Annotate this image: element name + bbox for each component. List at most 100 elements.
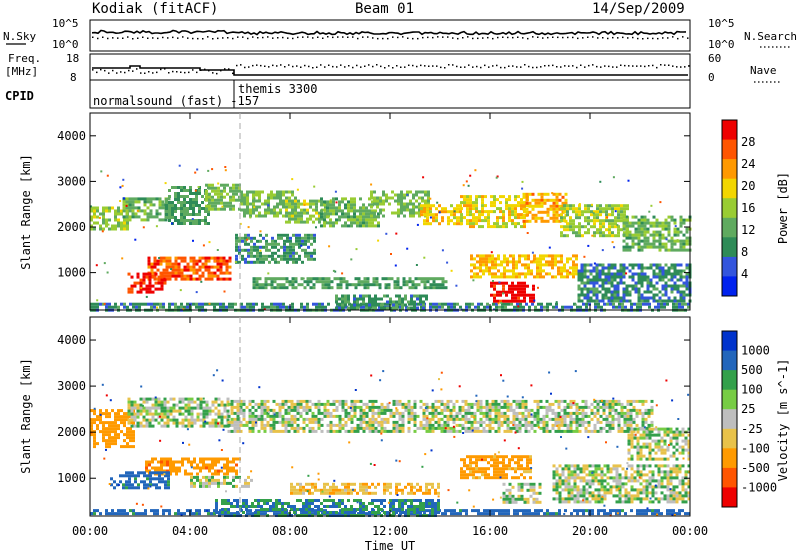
heatmap-cell (160, 406, 164, 410)
heatmap-cell (564, 201, 568, 205)
heatmap-cell (308, 420, 312, 424)
heatmap-cell (539, 257, 542, 261)
heatmap-cell (117, 409, 120, 413)
heatmap-cell (605, 207, 608, 211)
heatmap-cell (654, 512, 657, 516)
nave-dot (104, 69, 106, 72)
heatmap-cell (413, 411, 417, 415)
heatmap-cell (628, 293, 632, 297)
heatmap-cell (208, 192, 211, 196)
heatmap-cell (247, 254, 250, 258)
heatmap-cell (114, 442, 117, 446)
heatmap-cell (168, 509, 171, 513)
heatmap-speck (313, 185, 316, 188)
heatmap-cell (525, 210, 529, 214)
heatmap-cell (390, 277, 394, 281)
heatmap-cell (586, 290, 590, 294)
heatmap-cell (292, 254, 295, 258)
heatmap-cell (105, 224, 108, 228)
heatmap-cell (320, 417, 324, 421)
heatmap-cell (278, 402, 282, 406)
heatmap-cell (549, 204, 553, 208)
heatmap-cell (421, 190, 424, 194)
heatmap-cell (148, 424, 152, 428)
heatmap-cell (281, 420, 285, 424)
heatmap-cell (382, 208, 385, 212)
heatmap-cell (468, 302, 471, 306)
heatmap-cell (670, 275, 674, 279)
heatmap-cell (362, 420, 366, 424)
heatmap-speck (224, 166, 227, 168)
nave-dot (508, 65, 510, 67)
heatmap-cell (514, 207, 517, 211)
heatmap-cell (345, 286, 349, 290)
heatmap-cell (685, 281, 689, 285)
heatmap-cell (495, 509, 498, 513)
heatmap-cell (502, 216, 505, 220)
noise-search-dot (452, 37, 454, 39)
heatmap-cell (679, 272, 683, 276)
nave-dot (172, 70, 174, 73)
heatmap-cell (609, 512, 612, 516)
heatmap-cell (467, 426, 471, 430)
heatmap-cell (168, 210, 171, 213)
heatmap-cell (165, 256, 169, 260)
heatmap-cell (161, 206, 165, 210)
noise-search-dot (417, 37, 419, 40)
heatmap-cell (563, 266, 566, 270)
heatmap-cell (379, 202, 382, 206)
heatmap-cell (260, 423, 264, 427)
heatmap-cell (414, 277, 418, 281)
heatmap-cell (566, 222, 569, 226)
heatmap-cell (411, 286, 415, 290)
heatmap-cell (285, 214, 288, 218)
heatmap-cell (174, 268, 178, 272)
heatmap-cell (625, 233, 629, 237)
heatmap-cell (604, 290, 608, 294)
heatmap-cell (491, 254, 494, 258)
heatmap-cell (177, 512, 180, 516)
heatmap-cell (484, 219, 487, 223)
heatmap-cell (255, 280, 259, 284)
heatmap-cell (205, 192, 208, 196)
heatmap-cell (570, 512, 573, 516)
heatmap-cell (190, 421, 194, 425)
heatmap-cell (180, 274, 184, 278)
heatmap-speck (465, 180, 468, 183)
heatmap-cell (429, 204, 432, 208)
heatmap-cell (435, 207, 438, 211)
heatmap-cell (303, 286, 307, 290)
heatmap-cell (205, 406, 209, 410)
nave-dot (488, 66, 490, 68)
heatmap-cell (407, 408, 411, 412)
heatmap-cell (220, 418, 224, 422)
heatmap-cell (222, 271, 226, 275)
heatmap-cell (108, 427, 111, 431)
heatmap-cell (302, 417, 306, 421)
heatmap-cell (236, 402, 240, 406)
heatmap-cell (327, 283, 331, 287)
heatmap-cell (524, 266, 527, 270)
heatmap-speck (385, 232, 388, 235)
heatmap-cell (526, 293, 529, 297)
heatmap-cell (643, 245, 647, 249)
heatmap-cell (441, 210, 444, 214)
heatmap-cell (446, 402, 450, 406)
heatmap-cell (129, 427, 132, 431)
heatmap-cell (423, 286, 427, 290)
heatmap-cell (487, 222, 490, 226)
heatmap-cell (240, 302, 243, 306)
heatmap-cell (424, 199, 427, 203)
heatmap-cell (132, 509, 135, 513)
heatmap-cell (183, 256, 187, 260)
heatmap-cell (491, 257, 494, 261)
heatmap-cell (226, 412, 230, 416)
heatmap-cell (508, 216, 511, 220)
heatmap-cell (211, 400, 215, 404)
heatmap-cell (129, 302, 132, 306)
nave-dot (244, 66, 246, 69)
heatmap-cell (284, 426, 288, 430)
nave-dot (316, 66, 318, 68)
heatmap-cell (450, 302, 453, 306)
heatmap-cell (344, 206, 347, 210)
